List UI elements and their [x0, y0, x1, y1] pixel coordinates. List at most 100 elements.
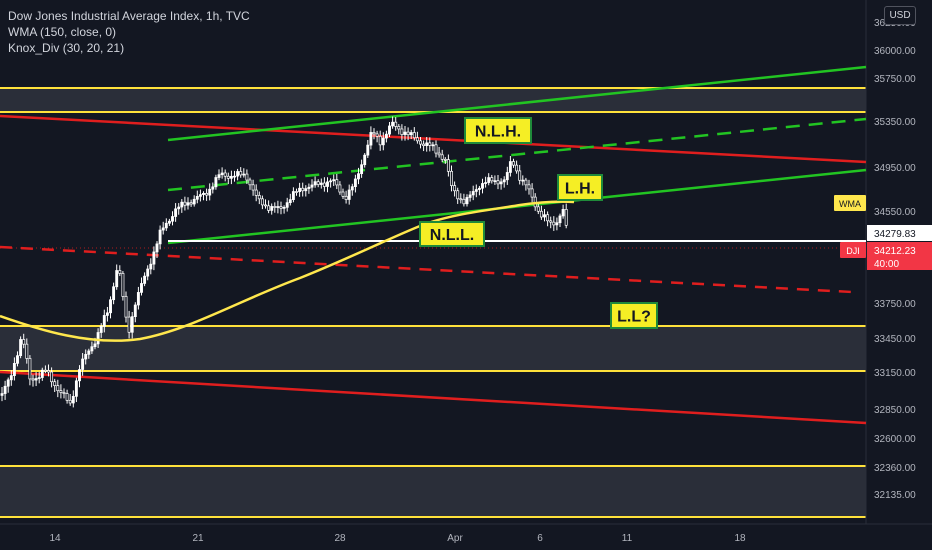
annotation-nll-text: N.L.L. — [430, 227, 474, 244]
countdown-text: 40:00 — [874, 259, 899, 270]
price-tick-label: 33450.00 — [874, 334, 916, 345]
candle-body — [229, 175, 233, 179]
candle-body — [84, 354, 88, 360]
candle-body — [515, 164, 519, 172]
annotation-nlh-box: N.L.H. — [464, 117, 532, 144]
candle-body — [363, 154, 367, 166]
candle-body — [282, 206, 286, 209]
candle-body — [400, 128, 404, 135]
candle-body — [465, 197, 469, 205]
candle-body — [409, 132, 413, 136]
candle-body — [121, 273, 125, 297]
candle-body — [499, 181, 503, 185]
candle-body — [99, 325, 103, 333]
candle-body — [481, 183, 484, 189]
wma-tag-bg — [834, 195, 866, 211]
candle-body — [245, 173, 249, 181]
candle-body — [316, 181, 320, 185]
time-tick-label: 14 — [49, 533, 61, 544]
candle-body — [105, 312, 109, 316]
knox-indicator-label[interactable]: Knox_Div (30, 20, 21) — [8, 41, 125, 55]
candle-body — [468, 194, 472, 198]
annotation-nll-bg — [419, 221, 485, 247]
candle-body — [16, 355, 19, 364]
candle-body — [561, 209, 565, 217]
candle-body — [71, 396, 75, 404]
price-tick-label: 33750.00 — [874, 299, 916, 310]
level-label-text: 34279.83 — [874, 229, 916, 240]
candle-body — [19, 339, 23, 357]
candle-body — [78, 369, 81, 382]
candle-body — [198, 194, 202, 197]
candle-body — [505, 172, 509, 181]
candle-body — [347, 189, 351, 200]
candle-body — [211, 186, 215, 190]
candle-body — [453, 185, 457, 192]
candle-body — [524, 179, 528, 186]
price-tick-label: 32135.00 — [874, 490, 916, 501]
candle-body — [192, 198, 196, 205]
currency-button[interactable]: USD — [884, 6, 916, 25]
candle-body — [195, 196, 199, 200]
chart-legend: Dow Jones Industrial Average Index, 1h, … — [8, 8, 250, 56]
lower-zone — [0, 466, 866, 517]
time-tick-label: 28 — [334, 533, 346, 544]
candle-body — [508, 161, 512, 173]
wma-indicator-label[interactable]: WMA (150, close, 0) — [8, 25, 117, 39]
candle-body — [295, 191, 298, 193]
candle-body — [34, 378, 38, 381]
candle-body — [155, 243, 159, 253]
candle-body — [248, 179, 252, 186]
candle-body — [208, 188, 212, 196]
candle-body — [512, 161, 515, 166]
candle-body — [158, 229, 162, 245]
price-tick-label: 32360.00 — [874, 463, 916, 474]
candles — [0, 116, 568, 408]
candle-body — [74, 380, 78, 397]
candle-body — [474, 189, 478, 192]
candle-body — [440, 154, 444, 160]
candle-body — [109, 299, 112, 314]
candle-body — [93, 343, 97, 348]
annotation-lh-text: L.H. — [565, 181, 595, 198]
candle-body — [310, 184, 314, 188]
price-tick-label: 35350.00 — [874, 117, 916, 128]
candle-body — [202, 193, 205, 195]
annotation-ll-box: L.L? — [610, 302, 658, 329]
candle-body — [450, 170, 453, 186]
candle-body — [291, 191, 295, 200]
candle-body — [477, 187, 481, 190]
candle-body — [146, 268, 150, 277]
candle-body — [174, 208, 178, 217]
candle-body — [304, 188, 308, 192]
candle-body — [87, 350, 91, 355]
candle-body — [425, 142, 429, 147]
candle-body — [564, 209, 568, 226]
candle-body — [288, 199, 292, 204]
candle-body — [462, 198, 466, 205]
candle-body — [12, 363, 16, 376]
candle-body — [530, 188, 534, 198]
candle-body — [254, 189, 258, 196]
candle-body — [459, 198, 463, 201]
candle-body — [9, 375, 13, 381]
candle-body — [220, 172, 224, 176]
annotation-ll-bg — [610, 302, 658, 329]
candle-body — [62, 392, 66, 394]
candle-body — [102, 315, 106, 327]
annotation-ll-text: L.L? — [617, 309, 651, 326]
candle-body — [180, 201, 184, 208]
channel-upper-line — [167, 65, 867, 142]
symbol-title[interactable]: Dow Jones Industrial Average Index, 1h, … — [8, 9, 250, 23]
candle-body — [322, 182, 326, 187]
candle-body — [434, 144, 438, 154]
candle-body — [267, 205, 271, 211]
resistance-zone — [0, 88, 866, 112]
candle-body — [521, 179, 525, 182]
annotation-nll-box: N.L.L. — [419, 221, 485, 247]
price-tick-label: 32600.00 — [874, 434, 916, 445]
candle-body — [43, 369, 47, 372]
wma-tag-text: WMA — [839, 199, 861, 209]
candle-body — [319, 182, 323, 185]
